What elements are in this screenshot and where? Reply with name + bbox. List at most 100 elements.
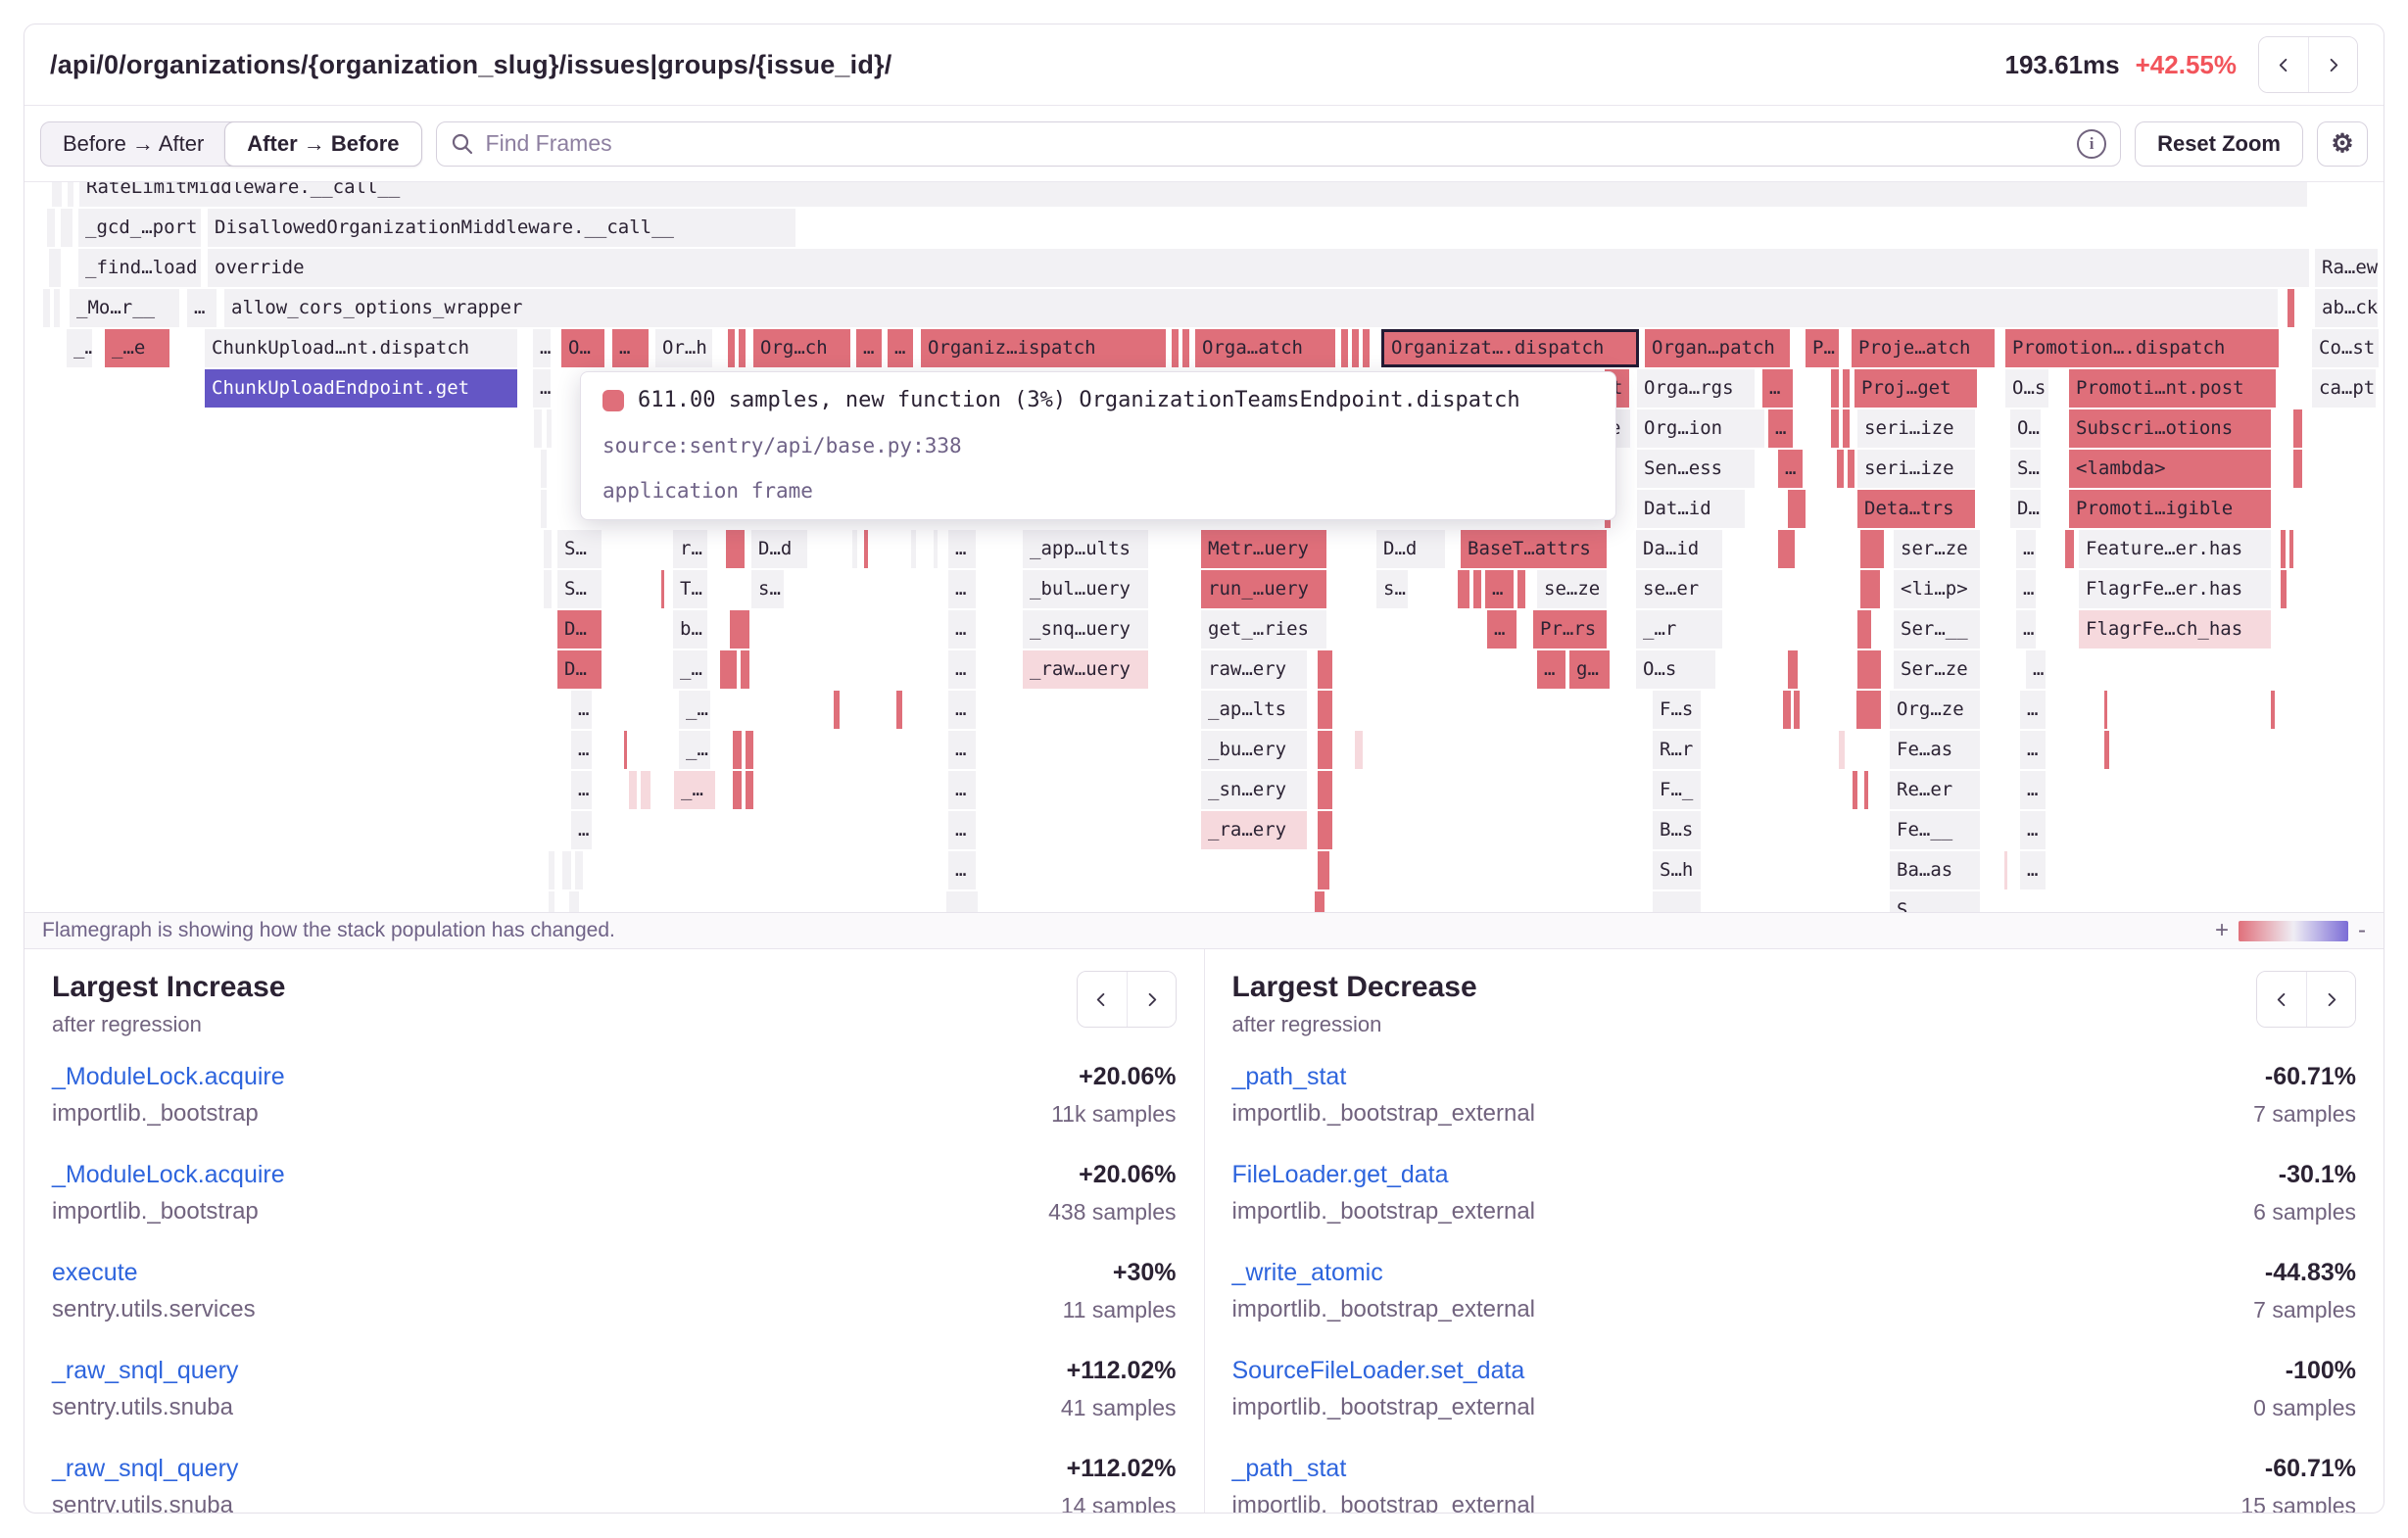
function-link[interactable]: FileLoader.get_data: [1231, 1161, 1449, 1188]
flame-frame[interactable]: allow_cors_options_wrapper: [224, 289, 2278, 327]
flame-frame[interactable]: [541, 450, 547, 488]
flame-frame[interactable]: [661, 570, 664, 608]
flame-frame[interactable]: Promotion….dispatch: [2005, 329, 2279, 367]
flame-frame[interactable]: Or…h: [655, 329, 712, 367]
flame-frame[interactable]: …: [571, 691, 592, 729]
flame-frame[interactable]: [1318, 771, 1332, 809]
flame-frame[interactable]: …: [948, 650, 976, 689]
flame-frame[interactable]: [1473, 570, 1481, 608]
flame-frame[interactable]: …: [571, 731, 592, 769]
flame-frame[interactable]: S…h: [1653, 851, 1701, 889]
flame-frame[interactable]: Sen…ess: [1637, 450, 1755, 488]
flame-frame[interactable]: r…: [673, 530, 707, 568]
flame-frame[interactable]: [1788, 650, 1798, 689]
flame-frame[interactable]: Dat…id: [1637, 490, 1745, 528]
flame-frame[interactable]: DisallowedOrganizationMiddleware.__call_…: [208, 209, 795, 247]
flame-frame[interactable]: _ap…lts: [1201, 691, 1307, 729]
flame-frame[interactable]: <lambda>: [2069, 450, 2271, 488]
flame-frame[interactable]: Ser…__: [1894, 610, 1980, 649]
flame-frame[interactable]: …: [948, 731, 976, 769]
flame-frame[interactable]: [1318, 691, 1332, 729]
flame-frame[interactable]: [726, 530, 745, 568]
flame-frame[interactable]: override: [208, 249, 2309, 287]
flame-frame[interactable]: [2289, 530, 2293, 568]
flame-frame[interactable]: [47, 209, 55, 247]
flame-frame[interactable]: [2104, 691, 2107, 729]
function-link[interactable]: SourceFileLoader.set_data: [1231, 1357, 1525, 1384]
flame-frame[interactable]: Subscri…otions: [2069, 409, 2271, 448]
flame-frame[interactable]: get_…ries: [1201, 610, 1326, 649]
flame-frame[interactable]: _raw…uery: [1023, 650, 1148, 689]
flame-frame[interactable]: se…ze: [1537, 570, 1607, 608]
flame-frame[interactable]: R…r: [1653, 731, 1701, 769]
flame-frame[interactable]: [1318, 851, 1329, 889]
flame-frame[interactable]: [1857, 610, 1871, 649]
flame-frame[interactable]: Fe…__: [1890, 811, 1980, 849]
flame-frame[interactable]: Promoti…igible: [2069, 490, 2271, 528]
flame-frame[interactable]: _…: [674, 771, 715, 809]
flame-frame[interactable]: …: [2026, 650, 2046, 689]
flame-frame[interactable]: [1517, 570, 1525, 608]
flame-frame[interactable]: O…: [2010, 409, 2041, 448]
flame-frame[interactable]: [2281, 530, 2286, 568]
flame-frame[interactable]: s…: [1376, 570, 1408, 608]
flame-frame[interactable]: …: [2020, 771, 2046, 809]
flame-frame[interactable]: ca…pt: [2312, 369, 2376, 408]
search-input[interactable]: [483, 129, 2068, 158]
flame-frame[interactable]: P…: [1806, 329, 1839, 367]
flame-frame[interactable]: [852, 530, 857, 568]
flame-frame[interactable]: Orga…atch: [1195, 329, 1335, 367]
flame-frame[interactable]: …: [533, 329, 551, 367]
flame-frame[interactable]: T…: [673, 570, 707, 608]
flame-frame[interactable]: O…s: [2005, 369, 2048, 408]
flame-frame[interactable]: Orga…rgs: [1637, 369, 1755, 408]
flame-frame[interactable]: …: [1762, 369, 1793, 408]
flame-frame[interactable]: _bul…uery: [1023, 570, 1148, 608]
flame-frame[interactable]: S…: [557, 530, 602, 568]
flame-frame[interactable]: [544, 570, 552, 608]
flame-frame[interactable]: Re…er: [1890, 771, 1980, 809]
flame-frame[interactable]: FlagrFe…ch_has: [2079, 610, 2271, 649]
flame-frame[interactable]: Da…id: [1636, 530, 1722, 568]
flame-frame[interactable]: [946, 891, 978, 912]
flame-frame[interactable]: _…r: [1636, 610, 1722, 649]
decrease-prev-button[interactable]: [2257, 972, 2306, 1027]
toggle-after-before[interactable]: After → Before: [224, 120, 422, 167]
flame-frame[interactable]: D…: [557, 610, 602, 649]
flame-frame[interactable]: [1653, 891, 1701, 912]
flame-frame[interactable]: Feature…er.has: [2079, 530, 2271, 568]
flame-frame[interactable]: [1853, 771, 1857, 809]
flame-frame[interactable]: BaseT…attrs: [1461, 530, 1607, 568]
flame-frame[interactable]: [741, 650, 749, 689]
flame-frame[interactable]: Org…ch: [753, 329, 850, 367]
flame-frame[interactable]: [896, 691, 902, 729]
flame-frame[interactable]: …: [948, 811, 976, 849]
flame-frame[interactable]: Organ…patch: [1645, 329, 1790, 367]
flame-frame[interactable]: …: [948, 771, 976, 809]
flame-frame[interactable]: [1318, 650, 1332, 689]
flame-frame[interactable]: Org…ze: [1890, 691, 1980, 729]
flame-frame[interactable]: seri…ize: [1857, 409, 1975, 448]
flame-frame[interactable]: [1355, 731, 1363, 769]
flame-frame[interactable]: _…: [679, 691, 710, 729]
flame-frame[interactable]: _…: [67, 329, 92, 367]
flame-frame[interactable]: [730, 610, 749, 649]
flame-frame[interactable]: …: [2016, 610, 2036, 649]
flame-frame[interactable]: …: [2020, 691, 2046, 729]
flame-frame[interactable]: [61, 209, 72, 247]
flame-frame[interactable]: [1843, 409, 1850, 448]
flame-frame[interactable]: _snq…uery: [1023, 610, 1148, 649]
function-link[interactable]: _path_stat: [1231, 1063, 1347, 1090]
flame-frame[interactable]: _…: [679, 731, 710, 769]
flame-frame[interactable]: …: [948, 691, 976, 729]
flame-frame[interactable]: …: [612, 329, 649, 367]
flame-frame[interactable]: [1315, 891, 1324, 912]
flame-frame[interactable]: …: [571, 771, 592, 809]
flame-frame[interactable]: Organizat….dispatch: [1381, 329, 1639, 367]
flame-frame[interactable]: [1837, 450, 1844, 488]
flame-frame[interactable]: [549, 851, 554, 889]
flame-frame[interactable]: _Mo…r__: [70, 289, 179, 327]
flame-frame[interactable]: [728, 329, 735, 367]
flame-frame[interactable]: S…: [2010, 450, 2041, 488]
flame-frame[interactable]: [541, 490, 547, 528]
